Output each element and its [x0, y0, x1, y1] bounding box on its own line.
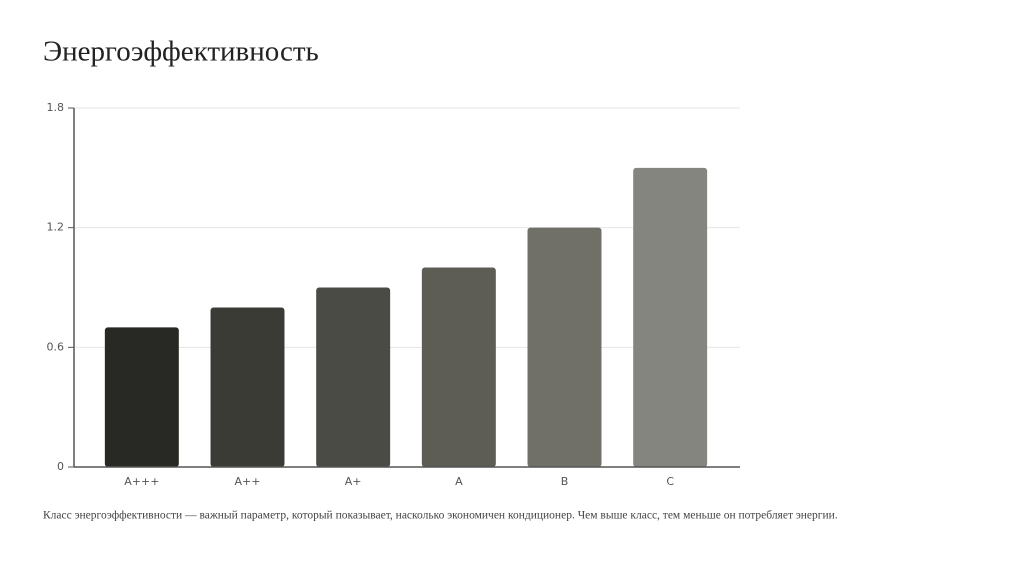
x-tick-label: A+ [345, 475, 362, 488]
x-tick-label: A [455, 475, 463, 488]
bar [527, 227, 602, 467]
y-tick-label: 1.8 [47, 101, 65, 114]
bar [104, 327, 179, 467]
chart-title: Энергоэффективность [43, 36, 319, 68]
y-tick-label: 0.6 [47, 340, 65, 353]
bar [316, 287, 391, 467]
bar [210, 307, 285, 467]
x-tick-label: A++ [235, 475, 261, 488]
caption: Класс энергоэффективности — важный парам… [43, 510, 838, 522]
x-tick-label: A+++ [124, 475, 159, 488]
bar [421, 267, 496, 467]
bar [633, 167, 708, 468]
x-tick-label: C [666, 475, 674, 488]
y-tick-label: 0 [57, 460, 64, 473]
x-tick-label: B [561, 475, 569, 488]
y-tick-label: 1.2 [47, 221, 65, 234]
